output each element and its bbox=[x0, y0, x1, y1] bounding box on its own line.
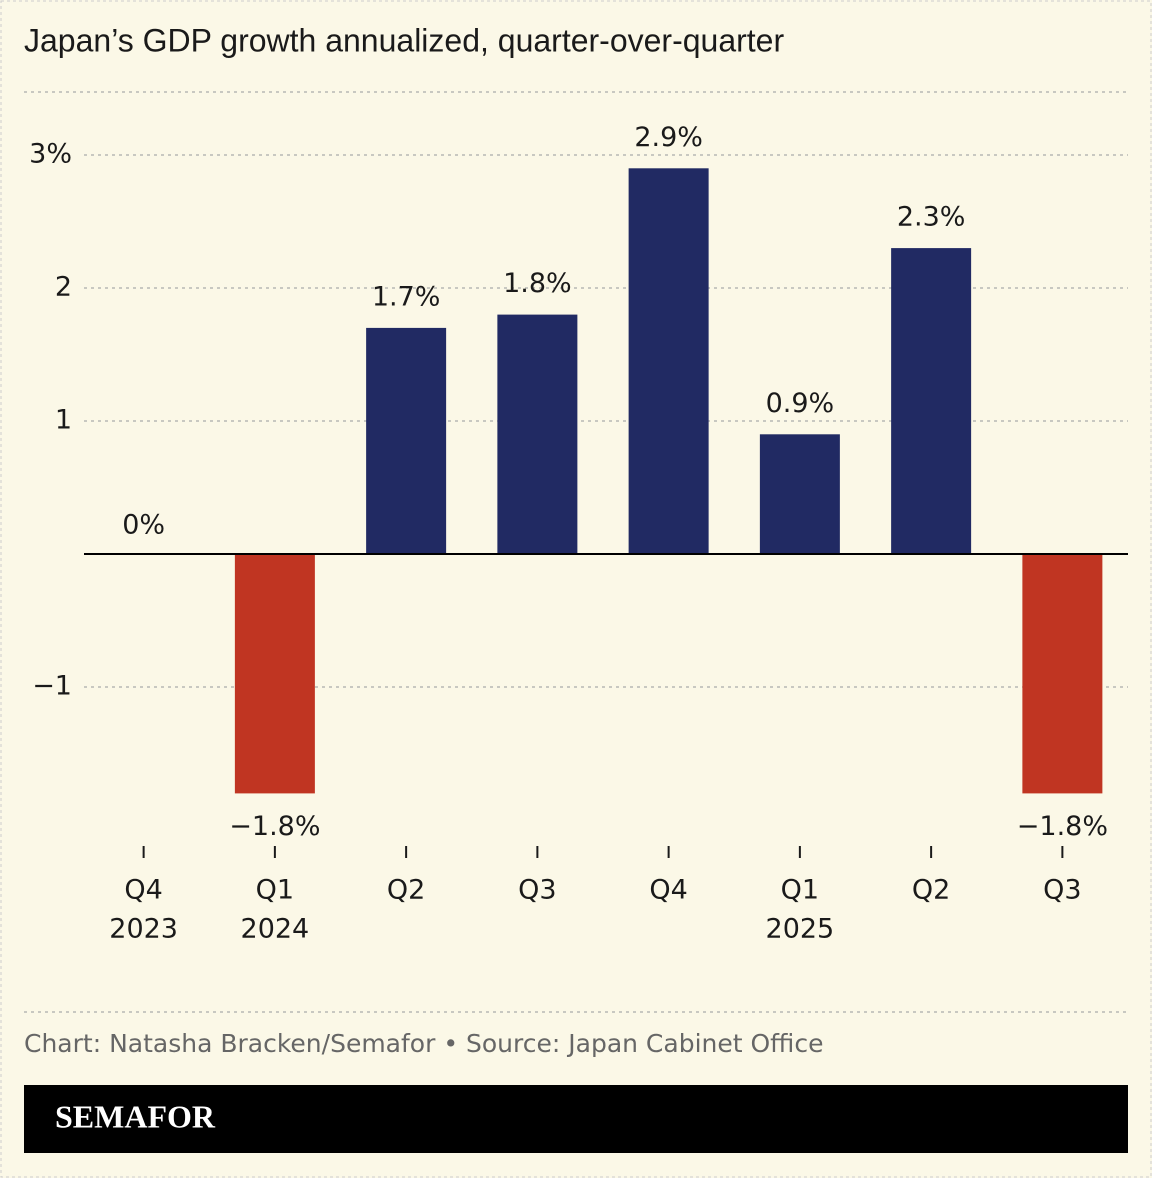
bar bbox=[759, 434, 840, 554]
bar bbox=[891, 248, 972, 554]
value-label: 1.8% bbox=[503, 268, 572, 299]
x-tick-year: 2024 bbox=[241, 914, 310, 945]
bar bbox=[234, 554, 315, 794]
x-tick-label: Q3 bbox=[518, 875, 556, 906]
x-tick-label: Q1 bbox=[256, 875, 294, 906]
y-tick-label: 3% bbox=[29, 139, 72, 170]
y-tick-label: 1 bbox=[55, 405, 72, 436]
value-label: 2.9% bbox=[634, 122, 703, 153]
y-tick-label: −1 bbox=[32, 671, 72, 702]
source: Chart: Natasha Bracken/Semafor • Source:… bbox=[24, 1029, 823, 1058]
value-label: 2.3% bbox=[897, 202, 966, 233]
brand: SEMAFOR bbox=[55, 1098, 216, 1134]
bar bbox=[366, 327, 447, 554]
x-tick-label: Q3 bbox=[1043, 875, 1081, 906]
value-label: −1.8% bbox=[1017, 811, 1108, 842]
value-label: −1.8% bbox=[229, 811, 320, 842]
x-tick-year: 2025 bbox=[766, 914, 835, 945]
value-label: 1.7% bbox=[372, 281, 441, 312]
bar bbox=[1022, 554, 1103, 794]
x-tick-label: Q4 bbox=[124, 875, 162, 906]
bar bbox=[497, 314, 578, 554]
x-tick-label: Q1 bbox=[781, 875, 819, 906]
value-label: 0% bbox=[122, 510, 165, 541]
value-label: 0.9% bbox=[766, 388, 835, 419]
x-tick-label: Q2 bbox=[912, 875, 950, 906]
x-tick-label: Q2 bbox=[387, 875, 425, 906]
brand-bar bbox=[24, 1085, 1128, 1153]
chart-title: Japan’s GDP growth annualized, quarter-o… bbox=[24, 22, 784, 58]
x-tick-label: Q4 bbox=[649, 875, 687, 906]
y-tick-label: 2 bbox=[55, 272, 72, 303]
bar bbox=[628, 168, 709, 555]
x-tick-year: 2023 bbox=[109, 914, 178, 945]
